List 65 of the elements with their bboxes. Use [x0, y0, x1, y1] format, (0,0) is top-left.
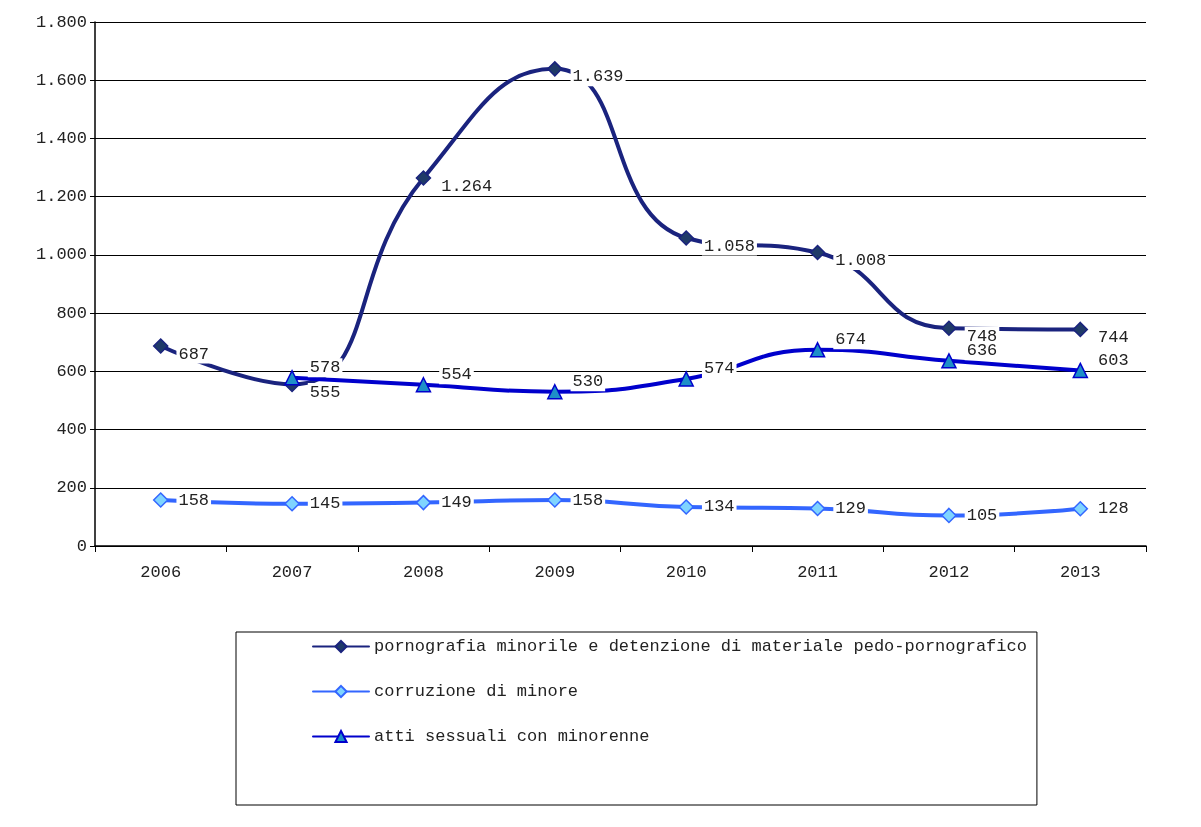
point — [415, 494, 432, 511]
data-label: 134 — [703, 497, 735, 517]
data-label: 554 — [441, 365, 472, 385]
data-label: 158 — [572, 490, 604, 510]
y-tick-label: 0 — [76, 536, 87, 556]
point — [152, 338, 169, 354]
data-label: 1.639 — [572, 67, 624, 87]
data-label: 128 — [1098, 499, 1129, 519]
point — [284, 369, 300, 386]
point — [1072, 362, 1089, 379]
point — [1072, 321, 1089, 338]
point — [547, 61, 563, 77]
point — [284, 496, 300, 512]
point — [809, 500, 826, 517]
point — [678, 499, 694, 515]
y-tick-label: 1.800 — [35, 12, 87, 32]
x-tick-label: 2012 — [928, 563, 970, 582]
data-label: 687 — [178, 344, 210, 364]
x-tick-label: 2007 — [271, 563, 313, 582]
y-tick-label: 800 — [56, 303, 87, 323]
data-label: 145 — [309, 494, 341, 514]
point — [941, 507, 957, 524]
x-tick-label: 2006 — [140, 563, 182, 582]
y-tick-label: 1.200 — [35, 187, 87, 207]
point — [809, 342, 826, 358]
data-label: 636 — [966, 341, 998, 361]
data-label: 744 — [1098, 327, 1129, 347]
point — [415, 170, 432, 186]
data-label: 129 — [835, 498, 866, 518]
point — [1072, 500, 1089, 517]
legend-label: corruzione di minore — [374, 682, 579, 701]
point — [678, 371, 694, 387]
data-label: 1.058 — [703, 236, 755, 256]
y-tick-label: 200 — [56, 478, 87, 498]
data-label: 1.264 — [441, 176, 493, 196]
point — [809, 244, 826, 261]
y-tick-label: 1.600 — [35, 70, 87, 90]
data-label: 1.008 — [835, 251, 887, 271]
data-label: 674 — [835, 330, 866, 350]
data-label: 555 — [309, 382, 341, 402]
data-label: 530 — [572, 372, 604, 392]
point — [941, 353, 957, 369]
data-label: 158 — [178, 490, 210, 510]
x-tick-label: 2013 — [1059, 563, 1101, 582]
point — [547, 492, 563, 508]
point — [941, 320, 957, 336]
y-tick-label: 1.000 — [35, 245, 87, 265]
data-label: 105 — [966, 505, 998, 525]
point — [415, 376, 432, 393]
y-tick-label: 400 — [56, 420, 87, 440]
y-tick-label: 600 — [56, 361, 87, 381]
data-label: 578 — [309, 358, 341, 378]
data-label: 603 — [1098, 350, 1129, 370]
x-tick-label: 2010 — [665, 563, 707, 582]
x-tick-label: 2009 — [534, 563, 576, 582]
point — [678, 230, 694, 246]
point — [152, 492, 169, 508]
y-tick-label: 1.400 — [35, 128, 87, 148]
x-tick-label: 2011 — [797, 563, 838, 582]
x-tick-label: 2008 — [403, 563, 444, 582]
data-label: 149 — [441, 493, 472, 513]
point — [547, 383, 563, 400]
data-label: 574 — [703, 359, 735, 379]
legend-label: pornografia minorile e detenzione di materiale pedo-pornografico — [374, 637, 1027, 656]
legend-label: atti sessuali con minorenne — [374, 727, 650, 746]
